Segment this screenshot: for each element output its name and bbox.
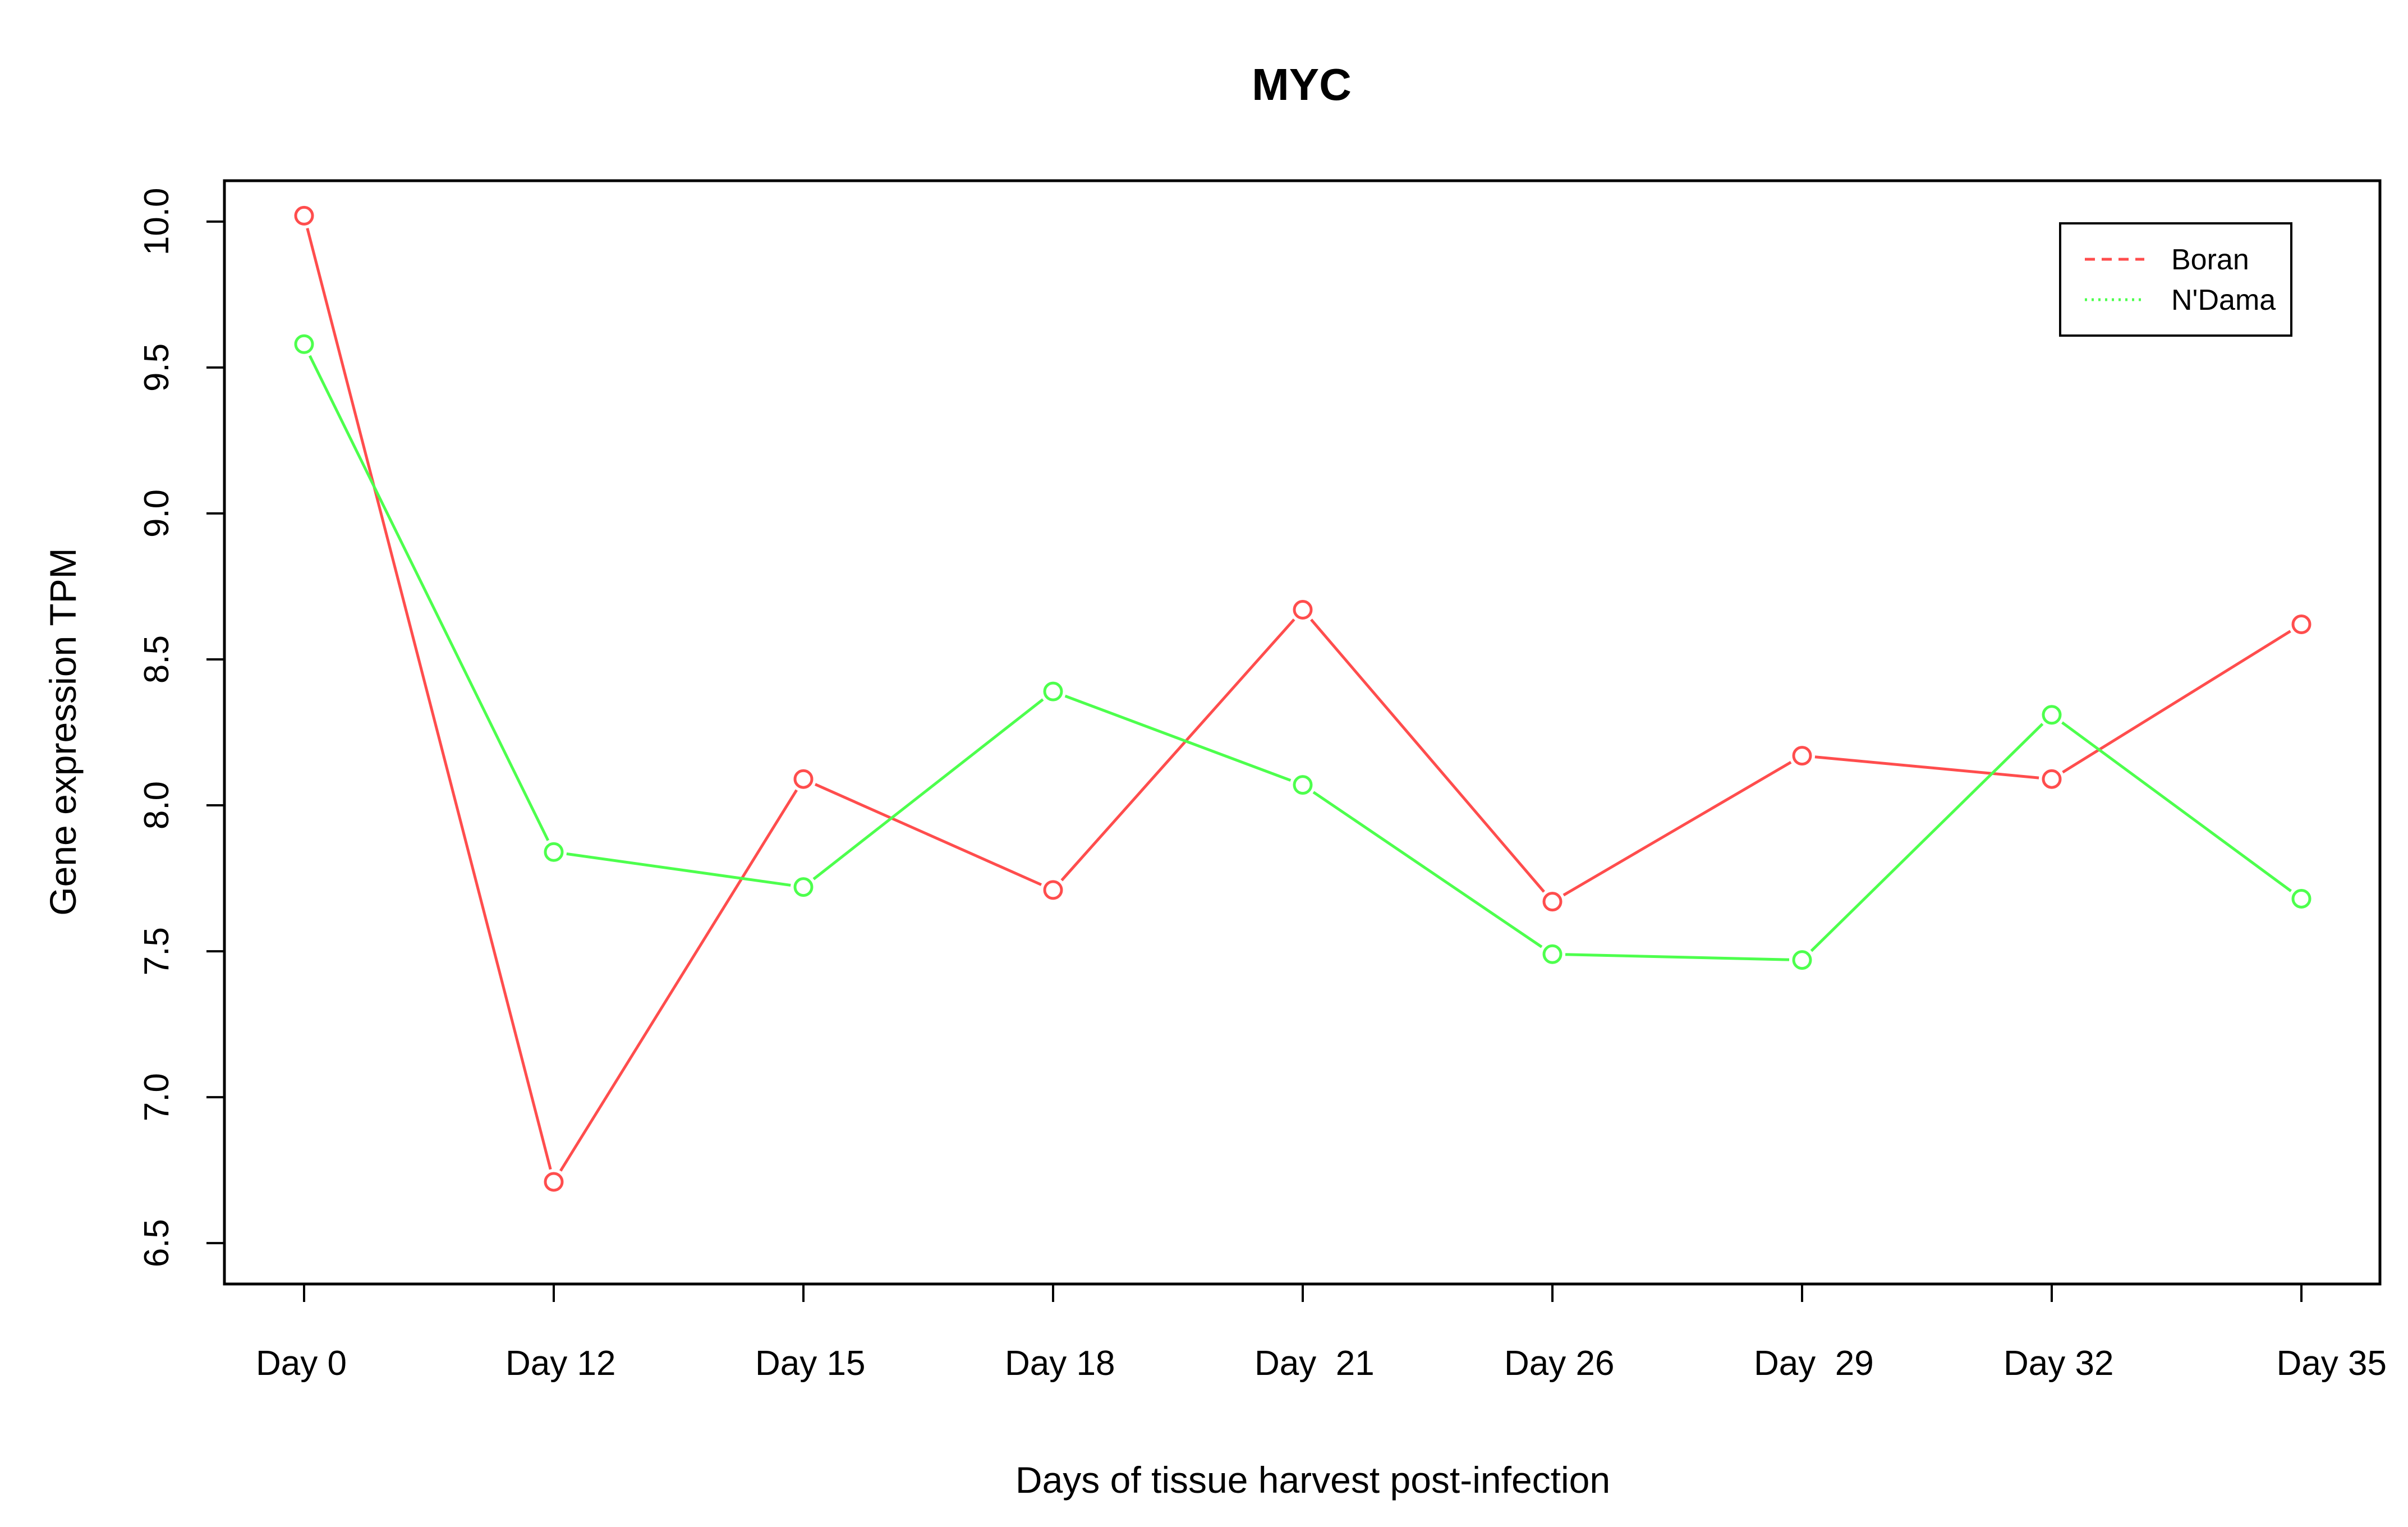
data-point — [294, 205, 314, 226]
legend-label: Boran — [2171, 244, 2249, 276]
y-tick-label: 7.5 — [137, 927, 176, 975]
series-line-segment — [306, 228, 552, 1170]
x-tick-label: Day 21 — [1254, 1344, 1375, 1383]
series-line-segment — [1810, 723, 2044, 952]
chart-title: MYC — [1252, 59, 1352, 109]
series-line-segment — [1814, 755, 2039, 779]
x-tick-label: Day 32 — [2003, 1344, 2113, 1383]
data-point — [2042, 705, 2062, 725]
x-axis: Day 0 Day 12 Day 15 Day 18 Day 21 Day 26 Day 2… — [256, 1284, 2387, 1383]
y-tick-label: 8.0 — [137, 781, 176, 829]
x-tick-label: Day 18 — [1005, 1344, 1115, 1383]
plot-area-frame — [223, 179, 2382, 1286]
series-line-segment — [815, 783, 1042, 886]
x-tick-label: Day 0 — [256, 1344, 347, 1383]
x-tick-label: Day 12 — [506, 1344, 615, 1383]
series-line-segment — [1563, 761, 1792, 897]
y-tick-label: 9.0 — [137, 489, 176, 538]
data-point — [1043, 681, 1063, 701]
x-tick-label: Day 15 — [755, 1344, 865, 1383]
data-point — [1792, 746, 1812, 766]
data-point — [2291, 615, 2312, 635]
data-point — [544, 842, 564, 862]
legend-label: N'Dama — [2171, 284, 2276, 317]
data-point — [1542, 944, 1563, 964]
series-line-segment — [1565, 953, 1790, 961]
data-point — [1293, 775, 1313, 795]
series-line-segment — [566, 852, 791, 887]
data-point — [1043, 880, 1063, 900]
y-axis-label: Gene expression TPM — [42, 548, 84, 915]
series-line-segment — [559, 789, 798, 1172]
series-line-segment — [1310, 618, 1545, 893]
y-tick-label: 8.5 — [137, 635, 176, 684]
y-tick-label: 6.5 — [137, 1219, 176, 1267]
series-line-segment — [1060, 618, 1295, 882]
x-tick-label: Day 26 — [1504, 1344, 1614, 1383]
y-axis: 6.5 7.0 7.5 8.0 8.5 9.0 9.5 10.0 — [137, 187, 224, 1267]
legend: Boran N'Dama — [2059, 222, 2292, 337]
data-point — [793, 877, 814, 897]
y-tick-label: 7.0 — [137, 1073, 176, 1121]
series-line-segment — [2061, 721, 2292, 892]
series-group — [294, 334, 2312, 970]
data-point — [2042, 769, 2062, 789]
legend-box — [2059, 222, 2292, 337]
data-point — [544, 1172, 564, 1192]
y-tick-label: 9.5 — [137, 343, 176, 392]
x-tick-label: Day 29 — [1754, 1344, 1874, 1383]
series-line-segment — [1312, 791, 1543, 948]
x-axis-label: Days of tissue harvest post-infection — [1015, 1459, 1610, 1501]
series-line-segment — [2062, 630, 2291, 774]
data-point — [793, 769, 814, 789]
data-point — [1293, 600, 1313, 620]
y-tick-label: 10.0 — [137, 187, 176, 255]
x-tick-label: Day 35 — [2277, 1344, 2387, 1383]
series-line-segment — [1064, 694, 1292, 782]
data-point — [294, 334, 314, 354]
series-group — [294, 205, 2312, 1192]
data-point — [1792, 950, 1812, 970]
data-point — [2291, 888, 2312, 909]
series-layer — [294, 205, 2312, 1192]
series-line-segment — [308, 355, 550, 841]
series-line-segment — [812, 698, 1044, 881]
data-point — [1542, 892, 1563, 912]
